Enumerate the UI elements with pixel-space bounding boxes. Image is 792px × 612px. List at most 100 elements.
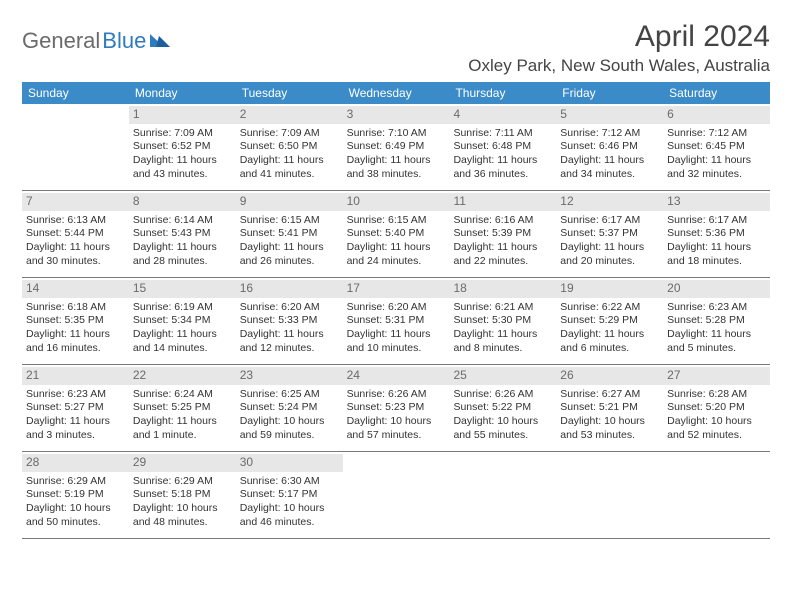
sunrise-text: Sunrise: 6:13 AM [26,214,125,228]
day-cell: 23Sunrise: 6:25 AMSunset: 5:24 PMDayligh… [236,365,343,451]
day-number: 2 [236,106,343,124]
week-row: 7Sunrise: 6:13 AMSunset: 5:44 PMDaylight… [22,191,770,278]
month-title: April 2024 [468,20,770,54]
sunset-text: Sunset: 5:36 PM [667,227,766,241]
day-number [22,106,129,124]
day-cell: 3Sunrise: 7:10 AMSunset: 6:49 PMDaylight… [343,104,450,190]
daylight-text: Daylight: 11 hours and 18 minutes. [667,241,766,268]
sunrise-text: Sunrise: 6:29 AM [133,475,232,489]
day-number: 5 [556,106,663,124]
day-number: 7 [22,193,129,211]
daylight-text: Daylight: 11 hours and 16 minutes. [26,328,125,355]
day-cell: 20Sunrise: 6:23 AMSunset: 5:28 PMDayligh… [663,278,770,364]
day-cell: 15Sunrise: 6:19 AMSunset: 5:34 PMDayligh… [129,278,236,364]
sunset-text: Sunset: 5:33 PM [240,314,339,328]
sunrise-text: Sunrise: 6:20 AM [240,301,339,315]
sunset-text: Sunset: 5:18 PM [133,488,232,502]
sunrise-text: Sunrise: 6:17 AM [667,214,766,228]
sunset-text: Sunset: 5:20 PM [667,401,766,415]
day-number: 1 [129,106,236,124]
day-number: 22 [129,367,236,385]
sunrise-text: Sunrise: 6:22 AM [560,301,659,315]
sunrise-text: Sunrise: 6:16 AM [453,214,552,228]
weekday-header-cell: Tuesday [236,82,343,104]
sunrise-text: Sunrise: 6:26 AM [453,388,552,402]
sunset-text: Sunset: 6:50 PM [240,140,339,154]
day-number [449,454,556,472]
weeks-container: 1Sunrise: 7:09 AMSunset: 6:52 PMDaylight… [22,104,770,539]
daylight-text: Daylight: 10 hours and 46 minutes. [240,502,339,529]
day-number: 28 [22,454,129,472]
daylight-text: Daylight: 11 hours and 22 minutes. [453,241,552,268]
sunrise-text: Sunrise: 6:15 AM [347,214,446,228]
sunrise-text: Sunrise: 6:26 AM [347,388,446,402]
day-cell: 27 Sunrise: 6:28 AMSunset: 5:20 PMDayligh… [663,365,770,451]
sunrise-text: Sunrise: 7:09 AM [240,127,339,141]
sunrise-text: Sunrise: 7:11 AM [453,127,552,141]
day-number: 8 [129,193,236,211]
weekday-header-cell: Friday [556,82,663,104]
day-cell: 1Sunrise: 7:09 AMSunset: 6:52 PMDaylight… [129,104,236,190]
weekday-header-cell: Wednesday [343,82,450,104]
daylight-text: Daylight: 11 hours and 20 minutes. [560,241,659,268]
day-cell: 21Sunrise: 6:23 AMSunset: 5:27 PMDayligh… [22,365,129,451]
sunrise-text: Sunrise: 6:19 AM [133,301,232,315]
sunrise-text: Sunrise: 6:14 AM [133,214,232,228]
daylight-text: Daylight: 11 hours and 5 minutes. [667,328,766,355]
sunrise-text: Sunrise: 7:10 AM [347,127,446,141]
day-number: 24 [343,367,450,385]
sunrise-text: Sunrise: 7:09 AM [133,127,232,141]
logo-triangle-icon [150,31,170,52]
daylight-text: Daylight: 11 hours and 38 minutes. [347,154,446,181]
sunrise-text: Sunrise: 6:28 AM [667,388,766,402]
day-cell: 14Sunrise: 6:18 AMSunset: 5:35 PMDayligh… [22,278,129,364]
day-cell: 16Sunrise: 6:20 AMSunset: 5:33 PMDayligh… [236,278,343,364]
sunrise-text: Sunrise: 6:29 AM [26,475,125,489]
day-cell: 13 Sunrise: 6:17 AMSunset: 5:36 PMDayligh… [663,191,770,277]
daylight-text: Daylight: 11 hours and 32 minutes. [667,154,766,181]
day-number: 13 [663,193,770,211]
day-number: 16 [236,280,343,298]
day-number [343,454,450,472]
daylight-text: Daylight: 10 hours and 52 minutes. [667,415,766,442]
day-cell [663,452,770,538]
day-number: 12 [556,193,663,211]
day-number: 27 [663,367,770,385]
day-number [663,454,770,472]
daylight-text: Daylight: 10 hours and 48 minutes. [133,502,232,529]
sunset-text: Sunset: 6:49 PM [347,140,446,154]
daylight-text: Daylight: 11 hours and 28 minutes. [133,241,232,268]
daylight-text: Daylight: 11 hours and 34 minutes. [560,154,659,181]
daylight-text: Daylight: 10 hours and 50 minutes. [26,502,125,529]
day-cell [343,452,450,538]
sunset-text: Sunset: 5:19 PM [26,488,125,502]
sunset-text: Sunset: 5:28 PM [667,314,766,328]
day-cell [22,104,129,190]
daylight-text: Daylight: 11 hours and 8 minutes. [453,328,552,355]
sunset-text: Sunset: 5:39 PM [453,227,552,241]
daylight-text: Daylight: 11 hours and 41 minutes. [240,154,339,181]
day-number: 10 [343,193,450,211]
daylight-text: Daylight: 11 hours and 14 minutes. [133,328,232,355]
day-number: 30 [236,454,343,472]
sunrise-text: Sunrise: 6:15 AM [240,214,339,228]
sunrise-text: Sunrise: 6:30 AM [240,475,339,489]
sunset-text: Sunset: 5:24 PM [240,401,339,415]
sunset-text: Sunset: 5:30 PM [453,314,552,328]
sunset-text: Sunset: 5:21 PM [560,401,659,415]
sunset-text: Sunset: 5:17 PM [240,488,339,502]
day-cell: 17Sunrise: 6:20 AMSunset: 5:31 PMDayligh… [343,278,450,364]
weekday-header-row: SundayMondayTuesdayWednesdayThursdayFrid… [22,82,770,104]
day-number: 23 [236,367,343,385]
day-cell: 26Sunrise: 6:27 AMSunset: 5:21 PMDayligh… [556,365,663,451]
day-cell: 5Sunrise: 7:12 AMSunset: 6:46 PMDaylight… [556,104,663,190]
week-row: 21Sunrise: 6:23 AMSunset: 5:27 PMDayligh… [22,365,770,452]
weekday-header-cell: Sunday [22,82,129,104]
sunrise-text: Sunrise: 6:23 AM [26,388,125,402]
daylight-text: Daylight: 11 hours and 36 minutes. [453,154,552,181]
sunset-text: Sunset: 5:37 PM [560,227,659,241]
sunrise-text: Sunrise: 7:12 AM [560,127,659,141]
sunrise-text: Sunrise: 6:24 AM [133,388,232,402]
day-cell: 19Sunrise: 6:22 AMSunset: 5:29 PMDayligh… [556,278,663,364]
week-row: 14Sunrise: 6:18 AMSunset: 5:35 PMDayligh… [22,278,770,365]
